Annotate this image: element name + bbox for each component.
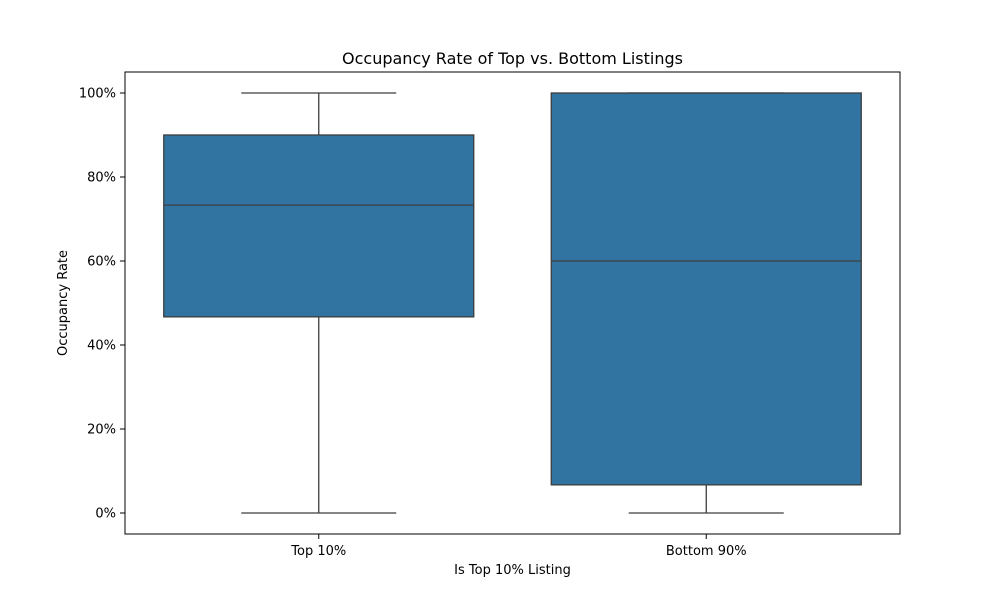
x-tick-label: Bottom 90% — [666, 544, 747, 559]
y-tick-label: 80% — [87, 171, 116, 186]
plot-frame — [124, 71, 901, 535]
plot-area — [163, 92, 862, 514]
y-tick-label: 0% — [95, 507, 116, 522]
y-tick-label: 40% — [87, 339, 116, 354]
y-tick-label: 60% — [87, 255, 116, 270]
box-group-1 — [163, 92, 475, 514]
box-group-2 — [550, 92, 862, 514]
chart-title: Occupancy Rate of Top vs. Bottom Listing… — [342, 49, 683, 68]
y-tick-label: 20% — [87, 423, 116, 438]
y-tick-label: 100% — [79, 87, 116, 102]
iqr-box — [550, 92, 862, 486]
x-tick-label: Top 10% — [290, 544, 346, 559]
x-axis: Top 10% Bottom 90% — [290, 534, 747, 559]
iqr-box — [163, 134, 475, 318]
y-axis: 0% 20% 40% 60% 80% 100% — [79, 87, 125, 522]
y-axis-label: Occupancy Rate — [56, 250, 71, 356]
x-axis-label: Is Top 10% Listing — [454, 563, 571, 578]
